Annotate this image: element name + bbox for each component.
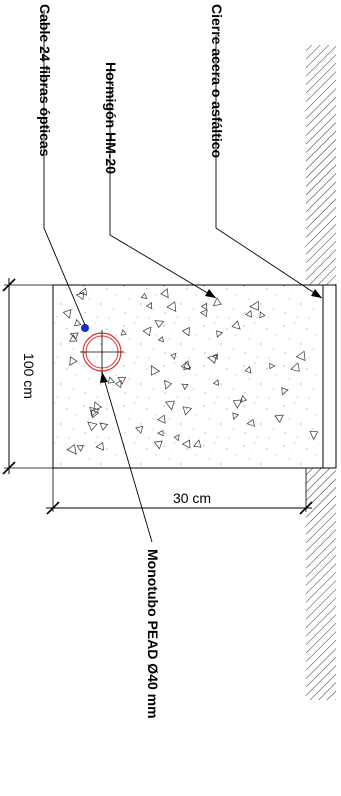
aggregate-stone: [153, 440, 163, 450]
aggregate-stone: [160, 288, 169, 299]
aggregate-stone: [62, 308, 72, 319]
aggregate-stone: [154, 320, 165, 329]
leader-duct: [101, 371, 153, 543]
aggregate-stone: [181, 326, 190, 337]
depth-tick-top: [2, 278, 16, 292]
aggregate-stone: [232, 412, 240, 421]
aggregate-stone: [107, 376, 116, 384]
aggregate-stone: [74, 318, 82, 327]
leader-fiber-cable: [43, 10, 86, 326]
leader-concrete: [109, 70, 217, 299]
aggregate-stone: [157, 414, 166, 424]
aggregate-stone: [239, 395, 248, 403]
aggregate-stone: [216, 330, 223, 338]
aggregate-stone: [135, 426, 144, 434]
aggregate-stone: [69, 333, 78, 342]
arrow-surface-closure: [311, 289, 322, 298]
aggregate-stone: [181, 439, 191, 449]
aggregate-stone: [181, 383, 189, 391]
width-dimension-label: 30 cm: [173, 490, 211, 506]
aggregate-stone: [93, 401, 102, 411]
aggregate-stone: [95, 441, 105, 451]
aggregate-stone: [69, 332, 79, 340]
arrow-concrete: [205, 289, 216, 298]
depth-dimension-label: 100 cm: [21, 353, 37, 399]
arrow-duct: [100, 372, 108, 383]
aggregate-stone: [231, 320, 241, 330]
aggregate-stone: [269, 362, 276, 370]
leader-surface-closure: [215, 35, 323, 299]
concrete-aggregate: [62, 287, 319, 455]
aggregate-stone: [140, 292, 148, 299]
aggregate-stone: [76, 445, 84, 452]
aggregate-stone: [166, 301, 177, 312]
aggregate-stone: [69, 356, 78, 366]
aggregate-stone: [259, 311, 266, 319]
aggregate-stone: [87, 421, 98, 432]
aggregate-stone: [66, 443, 77, 455]
aggregate-stone: [142, 326, 152, 337]
aggregate-stone: [91, 409, 100, 419]
aggregate-stone: [246, 418, 256, 427]
aggregate-stone: [75, 291, 85, 301]
aggregate-stone: [114, 380, 122, 389]
hdpe-duct: [80, 330, 124, 374]
aggregate-stone: [212, 379, 219, 386]
aggregate-stone: [164, 379, 173, 390]
ground-hatch-lower: [306, 468, 336, 700]
aggregate-stone: [199, 309, 208, 318]
aggregate-stone: [99, 422, 109, 431]
aggregate-stone: [78, 287, 88, 296]
aggregate-stone: [249, 300, 259, 311]
width-tick-right: [299, 501, 313, 515]
aggregate-stone: [173, 434, 180, 442]
aggregate-stone: [245, 310, 253, 318]
label-surface-closure: Cierre acera o asfáltico: [209, 4, 225, 158]
aggregate-stone: [156, 430, 164, 437]
aggregate-stone: [183, 361, 192, 371]
aggregate-stone: [274, 414, 284, 423]
aggregate-stone: [120, 329, 127, 336]
ground-hatch-upper: [306, 45, 336, 285]
aggregate-stone: [157, 336, 165, 343]
aggregate-stone: [145, 302, 153, 310]
aggregate-stone: [150, 365, 161, 376]
aggregate-stone: [182, 406, 193, 416]
aggregate-stone: [244, 365, 252, 374]
fiber-cable-marker: [81, 324, 89, 332]
aggregate-stone: [89, 406, 100, 417]
depth-tick-bottom: [2, 461, 16, 475]
aggregate-stone: [170, 352, 177, 360]
label-concrete: Hormigón HM-20: [103, 62, 119, 174]
aggregate-stone: [193, 439, 202, 448]
aggregate-stone: [295, 350, 306, 361]
aggregate-stone: [281, 387, 289, 396]
aggregate-stone: [309, 430, 319, 441]
aggregate-stone: [290, 362, 300, 372]
aggregate-stone: [232, 399, 243, 409]
label-duct: Monotubo PEAD Ø40 mm: [145, 549, 161, 719]
surface-closure-strip: [322, 284, 337, 469]
aggregate-stone: [212, 297, 222, 307]
concrete-fill: [52, 284, 324, 469]
aggregate-stone: [211, 353, 218, 360]
aggregate-stone: [200, 302, 208, 310]
aggregate-stone: [117, 376, 127, 385]
width-tick-left: [46, 501, 60, 515]
aggregate-stone: [164, 400, 175, 411]
label-fiber-cable: Cable 24 fibras ópticas: [37, 4, 53, 157]
